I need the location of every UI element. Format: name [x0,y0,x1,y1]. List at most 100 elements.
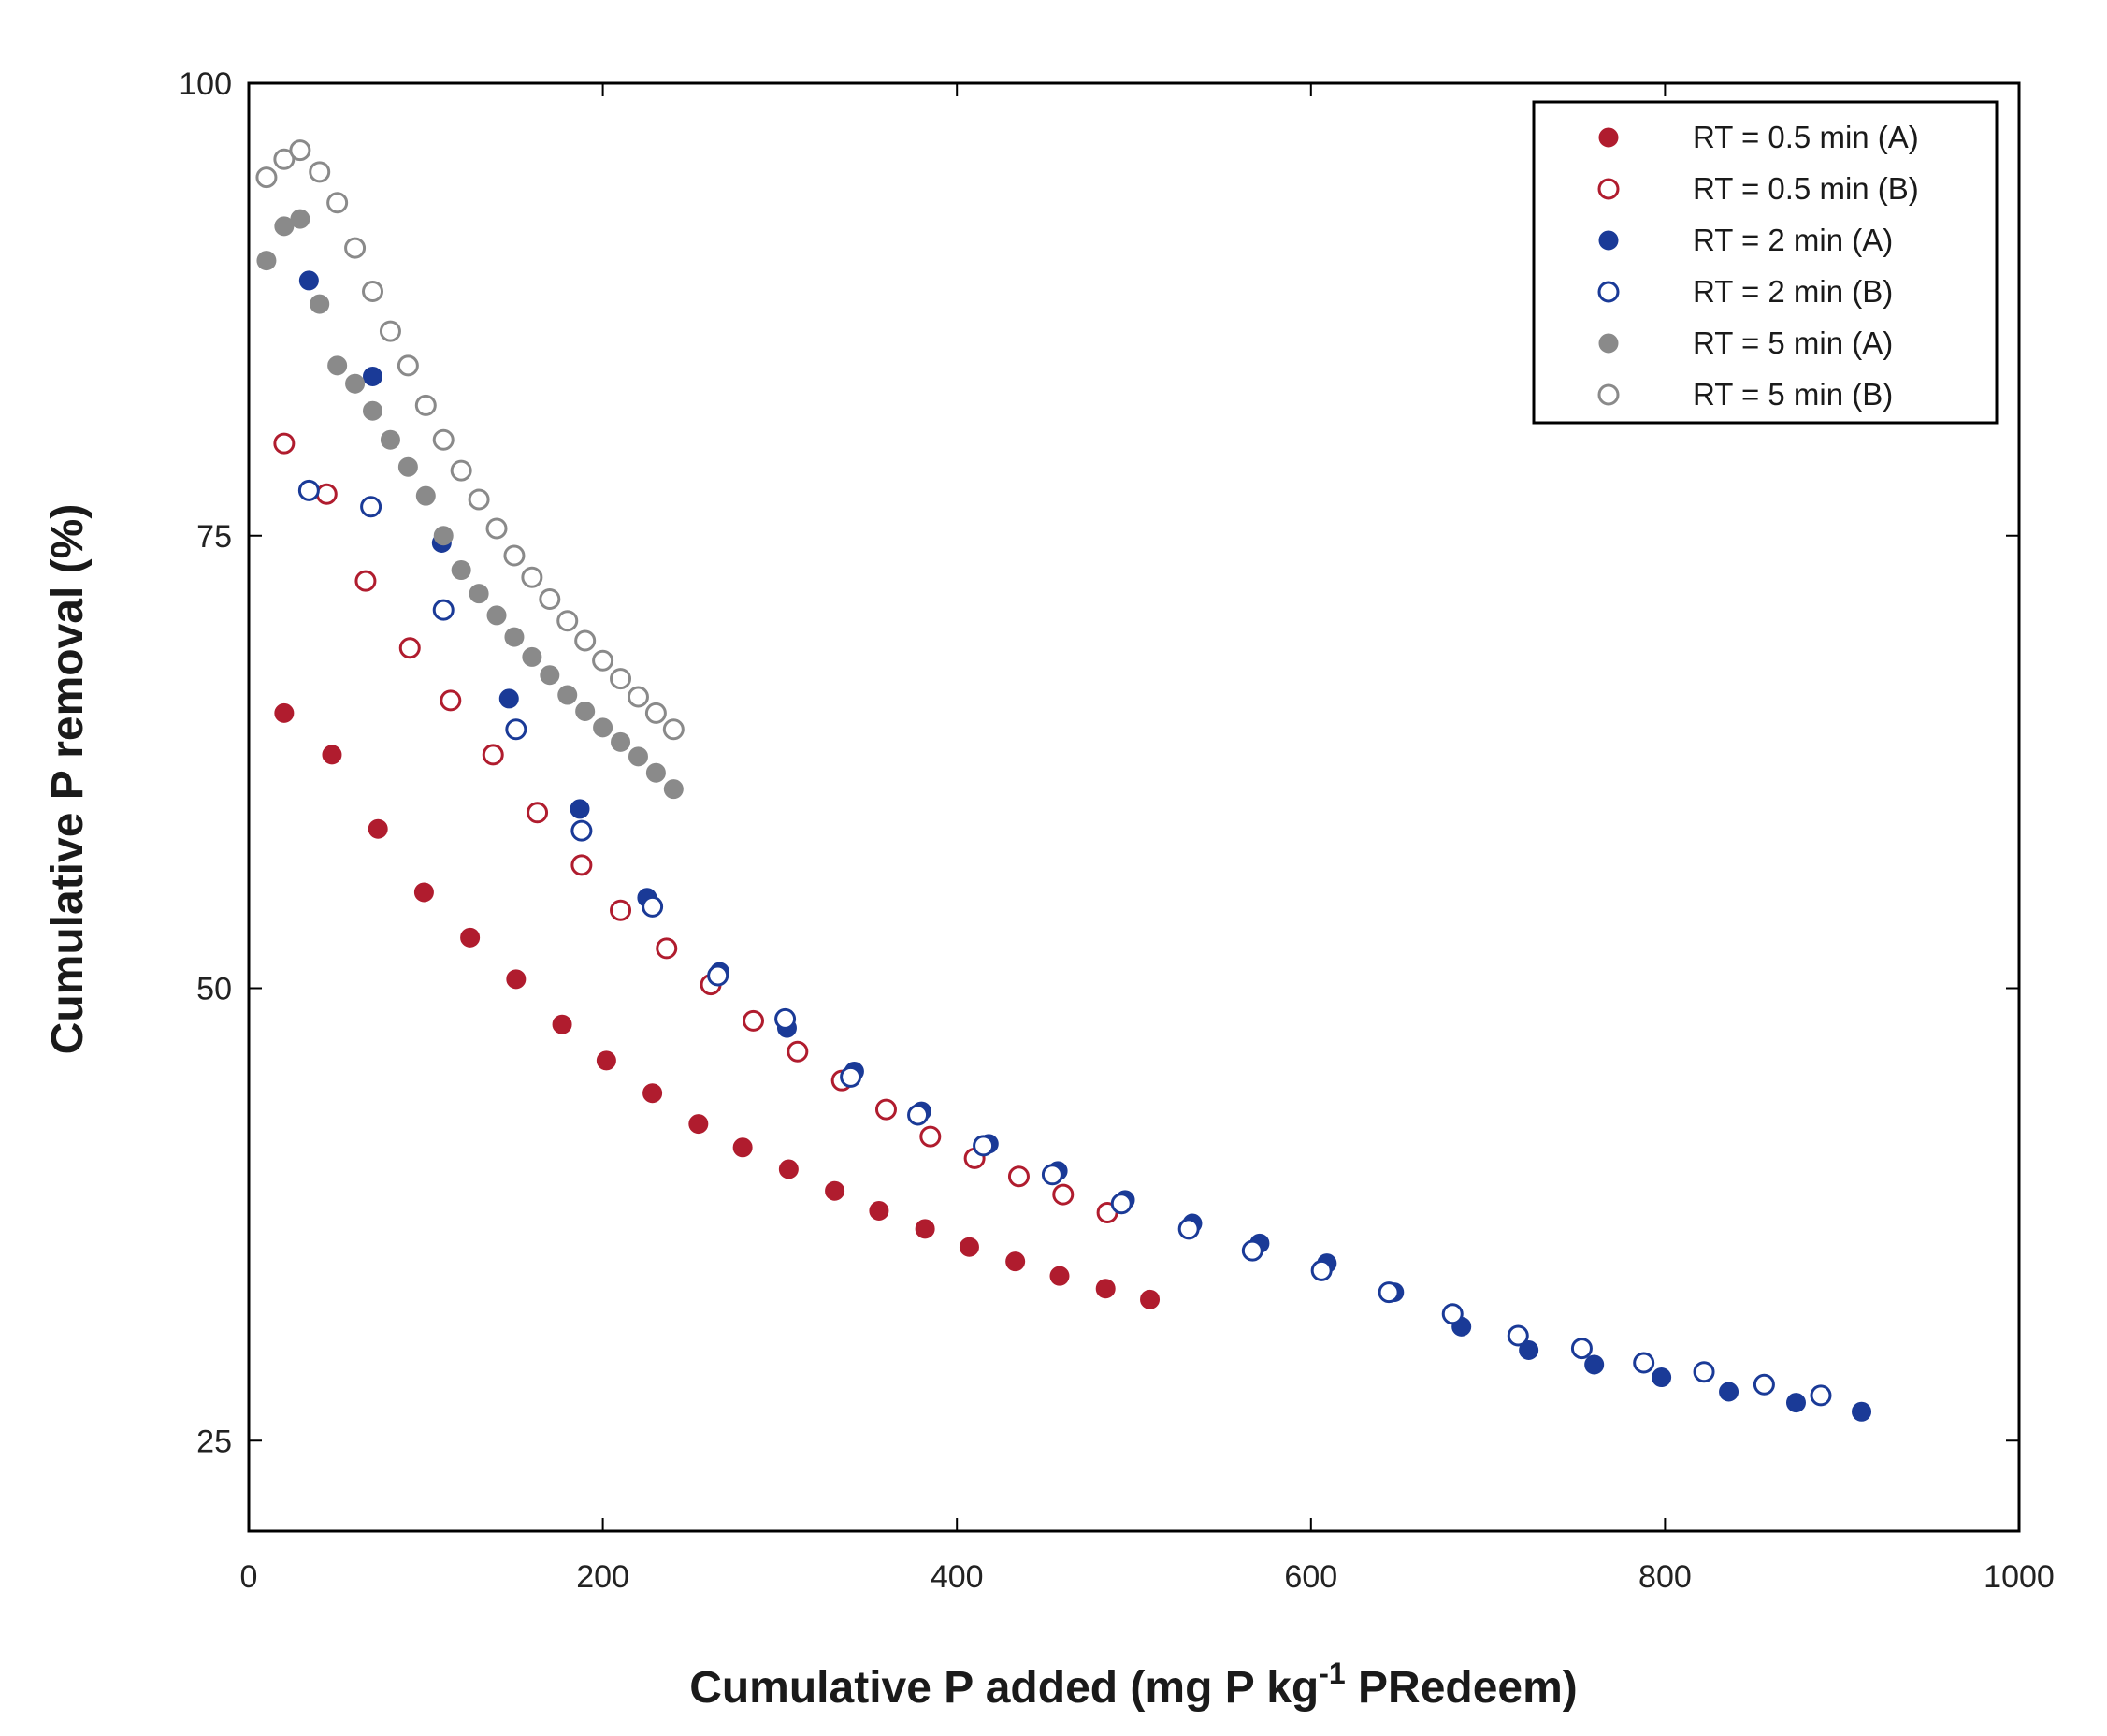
data-point [522,646,542,667]
x-tick-label: 400 [931,1559,984,1595]
data-point [1852,1401,1872,1422]
y-tick-label: 50 [196,972,232,1007]
y-axis-title: Cumulative P removal (%) [43,504,93,1055]
data-point [557,685,578,705]
legend-label: RT = 0.5 min (B) [1693,171,1919,206]
legend-label: RT = 0.5 min (A) [1693,120,1919,154]
data-point [574,629,597,652]
data-point [460,927,481,948]
data-point [1810,1384,1832,1407]
data-point [379,320,401,342]
data-point [415,485,436,506]
data-point [610,668,632,690]
legend-label: RT = 5 min (B) [1693,377,1893,412]
data-point [504,627,525,647]
data-point [570,819,593,842]
data-point [570,854,593,876]
data-point [521,566,543,588]
data-point [482,744,504,766]
data-point [540,665,560,686]
data-point [503,544,526,567]
legend-marker [1597,383,1620,406]
data-point [363,366,383,386]
data-point [1633,1352,1655,1374]
data-point [413,882,434,903]
data-point [663,779,684,800]
data-point [1095,1279,1116,1299]
data-point [345,373,366,394]
x-tick-label: 0 [240,1559,258,1595]
data-point [1719,1382,1739,1402]
data-point [1140,1289,1161,1309]
data-point [486,605,507,626]
data-point [610,899,632,921]
data-point [1693,1361,1715,1383]
plot-frame [247,81,2021,1533]
data-point [309,161,331,183]
data-point [322,745,342,765]
axis-tick-labels: 0 200 400 600 800 1000 25 50 75 100 [179,66,2055,1595]
data-point [256,251,277,271]
data-point [611,731,631,752]
data-point [289,139,311,162]
legend-marker [1598,230,1619,251]
data-point [274,702,295,723]
data-point [498,688,519,709]
data-point [1785,1393,1806,1413]
data-point [1005,1251,1026,1272]
data-point [1570,1338,1593,1360]
data-point [368,818,388,839]
y-tick-label: 75 [196,519,232,555]
data-point [628,746,648,767]
data-point [593,717,613,738]
data-point [1049,1266,1070,1286]
data-point [363,400,383,421]
data-point [527,802,549,824]
data-point [397,456,418,477]
data-point [874,1098,897,1121]
series-rt-0-5-min-a [274,702,1161,1309]
data-point [1110,1193,1133,1215]
data-point [1378,1281,1400,1304]
legend-marker [1597,178,1620,200]
data-point [433,526,454,546]
data-point [840,1065,862,1088]
data-point [450,459,472,482]
data-point [959,1237,979,1257]
data-points [255,139,1872,1422]
data-point [919,1125,942,1148]
y-tick-label: 100 [179,66,232,102]
legend-label: RT = 2 min (A) [1693,223,1893,257]
axis-ticks [248,82,2020,1531]
data-point [1519,1340,1539,1360]
data-point [688,1114,709,1135]
data-point [354,570,377,592]
data-point [432,428,455,451]
data-point [774,1007,797,1030]
data-point [469,584,489,604]
data-point [627,686,649,708]
series-rt-2-min-b [297,479,1832,1407]
data-point [327,355,348,376]
series-rt-5-min-b [255,139,685,741]
data-point [907,1104,930,1126]
x-tick-label: 1000 [1984,1559,2055,1595]
legend: RT = 0.5 min (A) RT = 0.5 min (B) RT = 2 m… [1532,100,1999,425]
x-axis-title-tail: PRedeem) [1346,1663,1578,1713]
data-point [440,689,462,712]
data-point [1652,1367,1672,1388]
data-point [1241,1239,1263,1262]
x-tick-label: 600 [1284,1559,1337,1595]
data-point [644,702,667,724]
legend-marker [1598,333,1619,354]
data-point [575,701,596,721]
series-rt-2-min-a [298,270,1872,1422]
data-point [1052,1183,1075,1206]
data-point [732,1137,753,1158]
data-point [1007,1165,1030,1188]
data-point [570,799,590,819]
data-point [552,1014,572,1034]
data-point [397,354,419,377]
data-point [315,483,338,505]
